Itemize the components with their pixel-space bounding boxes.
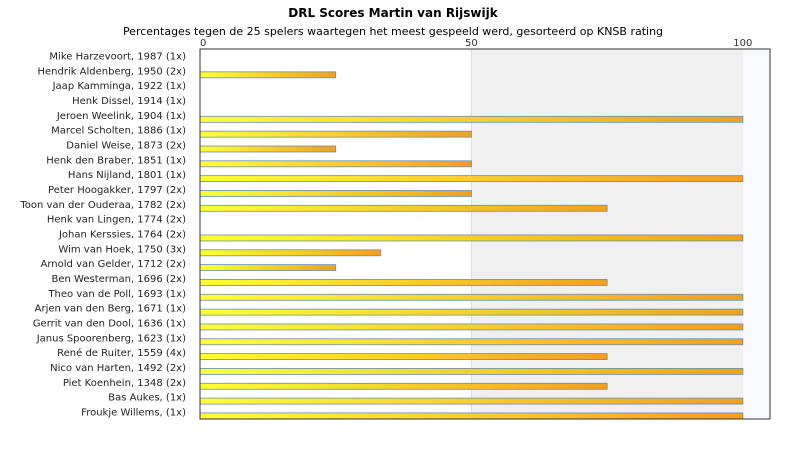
bar	[199, 204, 608, 212]
bar	[199, 323, 744, 331]
bar	[199, 368, 744, 375]
bars	[199, 71, 744, 420]
category-label: Johan Kerssies, 1764 (2x)	[58, 229, 186, 240]
category-label: Henk van Lingen, 1774 (2x)	[47, 215, 186, 226]
bar	[199, 234, 744, 242]
category-label: Toon van der Ouderaa, 1782 (2x)	[19, 200, 186, 211]
category-label: Janus Spoorenberg, 1623 (1x)	[36, 333, 186, 344]
category-label: Peter Hoogakker, 1797 (2x)	[48, 185, 186, 196]
bar	[199, 175, 744, 183]
bar	[199, 279, 608, 286]
category-label: Wim van Hoek, 1750 (3x)	[58, 244, 186, 255]
bar	[199, 264, 337, 272]
category-label: Hans Nijland, 1801 (1x)	[68, 170, 186, 181]
category-label: Bas Aukes, (1x)	[108, 393, 186, 404]
category-label: Henk den Braber, 1851 (1x)	[46, 155, 186, 166]
category-label: Froukje Willems, (1x)	[81, 407, 186, 418]
bar	[199, 160, 472, 168]
category-label: Jaap Kamminga, 1922 (1x)	[52, 81, 186, 92]
category-label: René de Ruiter, 1559 (4x)	[57, 347, 186, 359]
category-label: Daniel Weise, 1873 (2x)	[66, 140, 186, 151]
category-label: Arjen van den Berg, 1671 (1x)	[35, 304, 186, 315]
category-label: Piet Koenhein, 1348 (2x)	[63, 378, 186, 389]
plot-bands	[470, 49, 770, 419]
chart-subtitle: Percentages tegen de 25 spelers waartege…	[123, 25, 663, 38]
bar	[199, 115, 744, 123]
bar	[199, 293, 744, 301]
band-100-plus	[742, 49, 770, 419]
bar	[199, 382, 608, 390]
category-label: Henk Dissel, 1914 (1x)	[72, 96, 186, 107]
bar	[199, 397, 744, 405]
category-label: Arnold van Gelder, 1712 (2x)	[41, 259, 187, 270]
category-label: Ben Westerman, 1696 (2x)	[52, 274, 187, 285]
band-50-100	[471, 49, 743, 419]
bar	[199, 353, 608, 361]
bar	[199, 145, 337, 153]
bar	[199, 249, 382, 257]
category-label: Gerrit van den Dool, 1636 (1x)	[33, 318, 186, 329]
category-label: Mike Harzevoort, 1987 (1x)	[49, 52, 186, 63]
x-tick-label: 100	[733, 38, 752, 49]
category-label: Hendrik Aldenberg, 1950 (2x)	[37, 66, 186, 77]
x-tick-label: 50	[465, 38, 478, 49]
category-label: Marcel Scholten, 1886 (1x)	[51, 126, 186, 137]
category-label: Nico van Harten, 1492 (2x)	[50, 363, 186, 374]
x-tick-label: 0	[200, 38, 206, 49]
bar	[199, 130, 472, 138]
category-label: Jeroen Weelink, 1904 (1x)	[56, 111, 186, 122]
bar	[199, 71, 337, 79]
chart-title: DRL Scores Martin van Rijswijk	[288, 6, 498, 20]
category-label: Theo van de Poll, 1693 (1x)	[47, 289, 186, 300]
bar	[199, 338, 744, 346]
bar	[199, 308, 744, 316]
x-axis-ticks: 0 50 100	[200, 38, 752, 49]
bar	[199, 190, 472, 197]
category-labels: Mike Harzevoort, 1987 (1x) Hendrik Aldenb…	[19, 52, 186, 419]
plot-frame	[199, 48, 771, 420]
bar	[199, 412, 744, 420]
